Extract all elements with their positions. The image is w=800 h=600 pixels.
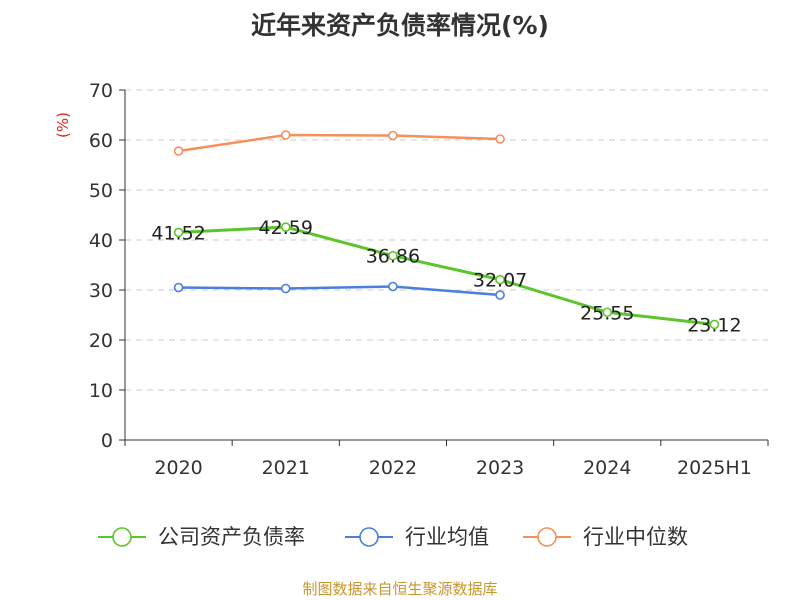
source-note: 制图数据来自恒生聚源数据库	[302, 580, 498, 598]
x-tick-label: 2024	[583, 457, 631, 479]
y-tick-label: 60	[89, 130, 113, 152]
data-point	[173, 146, 184, 156]
legend-item[interactable]: 公司资产负债率	[98, 525, 305, 549]
x-tick-label: 2021	[262, 457, 310, 479]
data-point	[495, 274, 505, 285]
data-point	[495, 134, 505, 144]
legend-marker	[112, 527, 132, 547]
data-label: 36.86	[366, 246, 420, 268]
y-tick-label: 20	[89, 330, 113, 352]
data-point	[388, 250, 398, 261]
x-tick-label: 2025H1	[677, 457, 752, 479]
legend-label: 行业中位数	[583, 525, 688, 549]
grid-lines	[125, 89, 768, 391]
series-line	[178, 133, 501, 153]
series-line	[178, 285, 501, 297]
x-tick-label: 2020	[154, 457, 202, 479]
data-label: 41.52	[151, 222, 205, 244]
y-tick-label: 70	[89, 80, 113, 102]
y-tick-label: 40	[89, 230, 113, 252]
series-line	[178, 225, 715, 326]
axes: 0 10 20 30 40 50 60 70 (%) 2020 2021 2022 2023 2024 20…	[54, 80, 769, 479]
chart-title: 近年来资产负债率情况(%)	[251, 11, 549, 40]
legend-item[interactable]: 行业中位数	[523, 525, 688, 549]
data-label: 32.07	[473, 270, 527, 292]
data-point	[495, 290, 505, 300]
legend-label: 公司资产负债率	[158, 525, 305, 549]
data-point	[173, 282, 184, 293]
data-point	[280, 130, 291, 140]
y-tick-label: 30	[89, 280, 113, 302]
x-tick-label: 2023	[476, 457, 524, 479]
data-point	[388, 130, 398, 141]
legend-item[interactable]: 行业均值	[345, 525, 489, 549]
data-point	[173, 227, 184, 238]
y-tick-label: 10	[89, 380, 113, 402]
data-point	[388, 281, 398, 292]
y-axis-label: (%)	[54, 112, 72, 138]
legend[interactable]: 公司资产负债率 行业均值 行业中位数	[98, 525, 688, 549]
data-labels: 41.52 42.59 36.86 32.07 25.55 23.12	[151, 217, 741, 336]
data-label: 25.55	[580, 302, 634, 324]
data-point	[280, 283, 291, 294]
y-tick-label: 0	[101, 430, 113, 452]
legend-label: 行业均值	[405, 525, 489, 549]
series-lines	[173, 130, 720, 330]
legend-marker	[359, 527, 379, 547]
data-point	[602, 307, 613, 318]
y-tick-label: 50	[89, 180, 113, 202]
data-label: 23.12	[687, 314, 741, 336]
data-label: 42.59	[259, 217, 313, 239]
legend-marker	[537, 527, 557, 547]
data-point	[709, 319, 720, 330]
data-point	[280, 222, 291, 232]
x-tick-label: 2022	[369, 457, 417, 479]
